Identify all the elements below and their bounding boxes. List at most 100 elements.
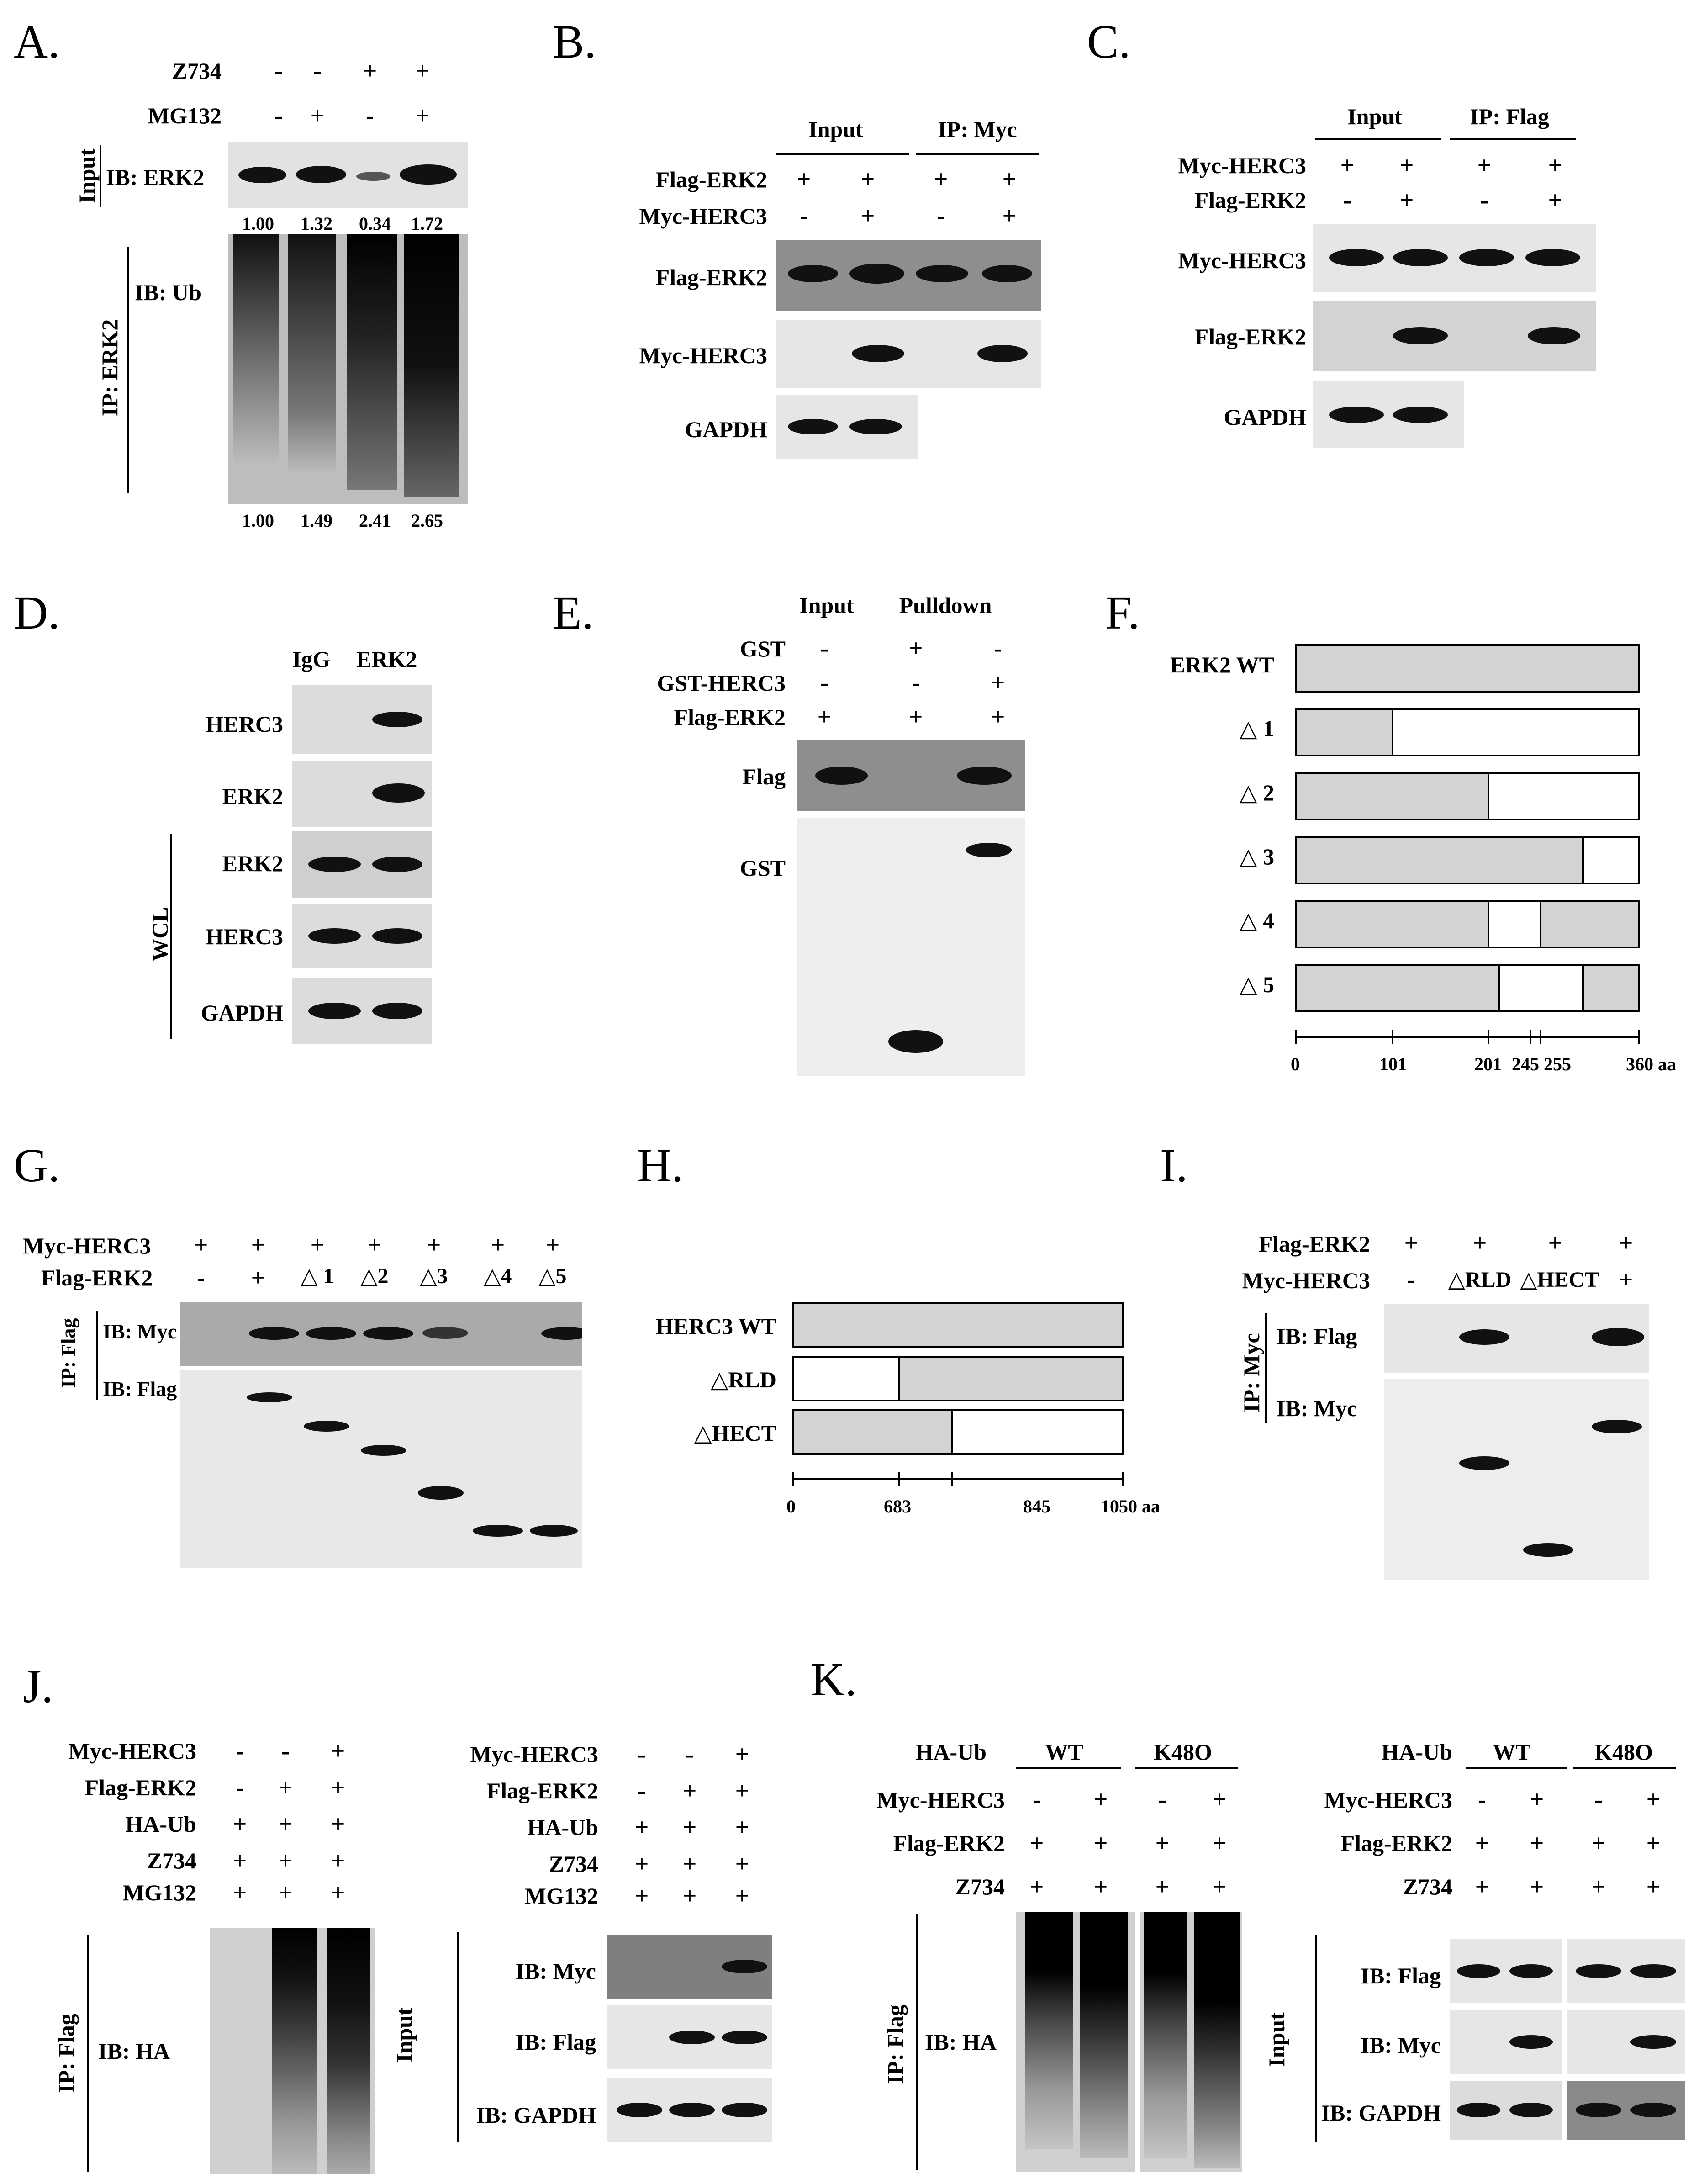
tick-label: 1050 aa <box>1101 1496 1160 1517</box>
sign: + <box>1530 1830 1544 1857</box>
drld-deleted <box>792 1356 900 1401</box>
axis <box>792 1478 1124 1480</box>
bracket <box>87 1935 89 2172</box>
ib-myc-label: IB: Myc <box>1277 1396 1357 1421</box>
sign: + <box>251 1231 265 1259</box>
blot-k-gapdh-k48o <box>1567 2081 1685 2140</box>
z734-label: Z734 <box>172 58 222 84</box>
cond-label: Z734 <box>549 1851 598 1877</box>
blot-d-wcl-erk2 <box>292 831 432 898</box>
row-label: HERC3 <box>206 711 283 737</box>
blot-i-flag <box>1384 1304 1649 1373</box>
sign: + <box>735 1814 749 1841</box>
tick <box>1392 1030 1393 1044</box>
tick-label: 255 <box>1544 1054 1571 1074</box>
bracket <box>96 1311 98 1400</box>
panel-i-label: I. <box>1160 1139 1188 1192</box>
blot-k-flag-k48o <box>1567 1939 1685 2003</box>
sign: + <box>682 1882 697 1909</box>
sign: + <box>1029 1873 1044 1900</box>
sign: + <box>1475 1830 1489 1857</box>
sign: △5 <box>538 1264 567 1288</box>
d3-bar <box>1295 836 1584 884</box>
panel-d-label: D. <box>14 587 60 639</box>
cond-label: MG132 <box>524 1883 598 1909</box>
d1-bar <box>1295 708 1393 756</box>
sign: + <box>331 1737 345 1765</box>
sign: + <box>251 1264 265 1291</box>
bracket <box>457 1932 459 2142</box>
sign: + <box>991 669 1005 696</box>
input-val: 0.34 <box>359 213 391 234</box>
tick <box>1122 1472 1124 1486</box>
myc-herc3-label: Myc-HERC3 <box>639 203 768 229</box>
sign: + <box>363 57 377 85</box>
sign: + <box>1404 1229 1419 1257</box>
d4-bar <box>1295 900 1489 948</box>
ib-flag-label: IB: Flag <box>515 2029 596 2055</box>
tick-label: 101 <box>1379 1054 1407 1074</box>
sign: + <box>735 1740 749 1768</box>
sign: + <box>278 1879 293 1906</box>
row-label: GAPDH <box>201 1000 283 1026</box>
sign: + <box>735 1882 749 1909</box>
tick-label: 0 <box>1291 1054 1300 1074</box>
bracket <box>1265 1313 1267 1423</box>
sign: + <box>232 1879 247 1906</box>
ip-erk2-label: IP: ERK2 <box>97 319 122 417</box>
ib-myc-label: IB: Myc <box>1360 2032 1441 2058</box>
sign: - <box>281 1737 290 1765</box>
sign: + <box>908 703 923 730</box>
ip-header: IP: Myc <box>938 116 1017 142</box>
sign: + <box>232 1847 247 1874</box>
bracket <box>1315 1935 1317 2142</box>
bracket <box>127 247 129 493</box>
sign: △2 <box>360 1264 389 1288</box>
k48o-header: K48O <box>1154 1739 1212 1765</box>
blot-j-ha <box>210 1928 375 2174</box>
sign: + <box>817 703 832 730</box>
sign: + <box>1155 1873 1170 1900</box>
ha-ub-label: HA-Ub <box>915 1739 987 1765</box>
blot-c-gapdh <box>1313 381 1464 448</box>
blot-d-gapdh <box>292 978 432 1044</box>
sign: + <box>331 1847 345 1874</box>
ip-myc-label: IP: Myc <box>1239 1333 1264 1412</box>
myc-herc3-row: Myc-HERC3 <box>1178 248 1307 273</box>
sign: - <box>1407 1266 1415 1293</box>
cond-label: Flag-ERK2 <box>84 1775 196 1800</box>
gapdh-row: GAPDH <box>1224 404 1306 430</box>
divider <box>1315 138 1441 140</box>
blot-i-myc <box>1384 1379 1649 1580</box>
gst-label: GST <box>739 636 786 661</box>
sign: + <box>1475 1873 1489 1900</box>
bracket <box>916 1914 918 2170</box>
sign: + <box>331 1879 345 1906</box>
sign: + <box>278 1847 293 1874</box>
flag-erk2-label: Flag-ERK2 <box>674 704 786 730</box>
row-label: △ 4 <box>1240 908 1274 933</box>
sign: - <box>1480 186 1488 214</box>
blot-d-herc3 <box>292 685 432 754</box>
drld-bar <box>898 1356 1124 1401</box>
panel-k-label: K. <box>811 1653 857 1706</box>
dhect-deleted <box>951 1409 1124 1455</box>
blot-b-flag <box>776 240 1041 311</box>
sign: △3 <box>420 1264 448 1288</box>
tick <box>792 1472 794 1486</box>
d4-bar-c <box>1540 900 1640 948</box>
sign: - <box>1594 1786 1603 1813</box>
input-side-label: Input <box>1264 2012 1289 2067</box>
sign: + <box>427 1231 441 1259</box>
sign: + <box>1002 165 1017 193</box>
sign: - <box>1343 186 1351 214</box>
row-label: △RLD <box>710 1367 776 1392</box>
sign: + <box>1548 1229 1562 1257</box>
sign: + <box>1212 1786 1227 1813</box>
row-label: △ 3 <box>1240 844 1274 869</box>
sign: - <box>274 57 283 85</box>
sign: + <box>415 102 430 129</box>
sign: - <box>1478 1786 1486 1813</box>
sign: - <box>800 202 808 229</box>
sign: + <box>908 635 923 662</box>
